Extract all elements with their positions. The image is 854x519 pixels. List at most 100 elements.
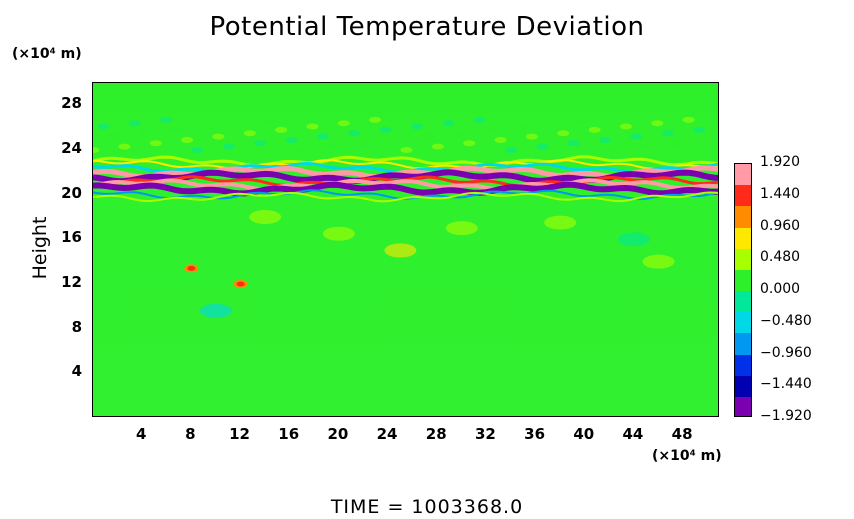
ripple-patch (222, 143, 235, 150)
y-axis-unit: (×10⁴ m) (12, 46, 82, 62)
ripple-patch (473, 116, 486, 123)
ripple-patch (609, 147, 622, 153)
band-layer (93, 159, 718, 170)
ripple-patch (93, 147, 99, 153)
ripple-patch (546, 120, 559, 127)
colorbar-segment (735, 269, 751, 292)
ripple-patch (578, 116, 591, 123)
colorbar-segment (735, 185, 751, 207)
band-layer (93, 191, 718, 203)
plot-area (92, 82, 719, 417)
y-tick-label: 12 (61, 273, 82, 291)
ripple-patch (118, 143, 131, 150)
field-patch (445, 221, 478, 236)
colorbar-segment (735, 396, 751, 416)
ripple-patch (191, 147, 204, 153)
colorbar-label: −1.440 (760, 376, 812, 393)
ripple-patch (661, 130, 674, 137)
colorbar-label: −0.480 (760, 312, 812, 329)
ripple-patch (379, 126, 392, 133)
band-layer (93, 178, 718, 192)
ripple-patch (243, 130, 256, 137)
ripple-patch (97, 123, 110, 130)
ripple-patch (296, 147, 308, 153)
colorbar-label: 1.440 (760, 185, 801, 202)
band-layer (93, 155, 718, 168)
x-tick-label: 24 (376, 425, 398, 443)
x-tick-label: 20 (327, 425, 349, 443)
ripple-patch (160, 116, 173, 123)
y-tick-label: 20 (61, 183, 82, 202)
field-patch (617, 232, 650, 247)
ripple-patch (128, 120, 141, 127)
ripple-patch (254, 140, 267, 147)
ripple-patch (410, 123, 423, 130)
colorbar-label: 0.000 (760, 281, 801, 297)
band-layer (93, 181, 718, 197)
x-axis-unit: (×10⁴ m) (652, 448, 722, 464)
ripple-patch (588, 126, 601, 133)
ripple-patch (536, 143, 549, 150)
colorbar-segment (735, 333, 751, 355)
field-patch (544, 215, 577, 230)
ripple-patch (348, 130, 361, 137)
ripple-patch (285, 136, 298, 143)
ripple-patch (358, 140, 371, 147)
ripple-patch (139, 130, 152, 137)
ripple-patch (567, 140, 580, 147)
x-tick-label: 8 (185, 425, 196, 443)
warm-blob-core (236, 281, 245, 287)
colorbar-segment (735, 312, 751, 334)
colorbar-segment (735, 375, 751, 398)
field-patch (322, 226, 355, 241)
colorbar-segment (735, 291, 751, 313)
ripple-patch (703, 136, 716, 143)
colorbar-segment (735, 354, 751, 377)
y-tick-label: 4 (71, 362, 82, 381)
ripple-patch (181, 136, 194, 143)
field-patch (384, 243, 417, 258)
y-tick-label: 24 (61, 139, 82, 157)
ripple-patch (212, 133, 225, 140)
ripple-patch (619, 123, 632, 130)
field-patch (249, 210, 282, 224)
ripple-patch (431, 143, 444, 150)
ripple-patch (149, 140, 162, 147)
ripple-patch (452, 130, 465, 137)
ripple-patch (463, 140, 476, 147)
ripple-patch (327, 143, 340, 150)
ripple-patch (484, 126, 497, 133)
ripple-patch (316, 133, 329, 140)
ripple-patch (107, 133, 120, 140)
ripple-patch (651, 120, 664, 127)
x-tick-label: 36 (524, 425, 546, 443)
y-tick-label: 8 (71, 317, 82, 336)
ripple-patch (505, 147, 517, 153)
warm-blob-core (187, 265, 196, 271)
heatmap-field (93, 116, 718, 318)
ripple-patch (275, 126, 288, 133)
y-tick-label: 28 (61, 94, 82, 113)
chart-title: Potential Temperature Deviation (209, 12, 645, 42)
x-tick-label: 32 (474, 425, 496, 443)
x-tick-label: 12 (229, 425, 250, 443)
ripple-patch (557, 130, 570, 137)
time-readout: TIME = 1003368.0 (330, 496, 524, 518)
ripple-patch (421, 133, 434, 140)
y-axis-label: Height (29, 216, 51, 280)
x-tick-label: 4 (135, 425, 147, 443)
colorbar (734, 163, 752, 417)
colorbar-segment (735, 248, 751, 271)
colorbar-label: −1.920 (760, 408, 812, 424)
ripple-patch (515, 123, 528, 130)
field-patch (642, 254, 675, 269)
ripple-patch (170, 126, 183, 133)
y-tick-label: 16 (61, 228, 82, 247)
x-tick-label: 44 (622, 425, 644, 443)
x-tick-label: 28 (425, 425, 447, 443)
ripple-patch (337, 120, 350, 127)
colorbar-segment (735, 164, 751, 186)
ripple-patch (693, 126, 706, 133)
ripple-patch (264, 116, 277, 123)
ripple-patch (369, 116, 382, 123)
